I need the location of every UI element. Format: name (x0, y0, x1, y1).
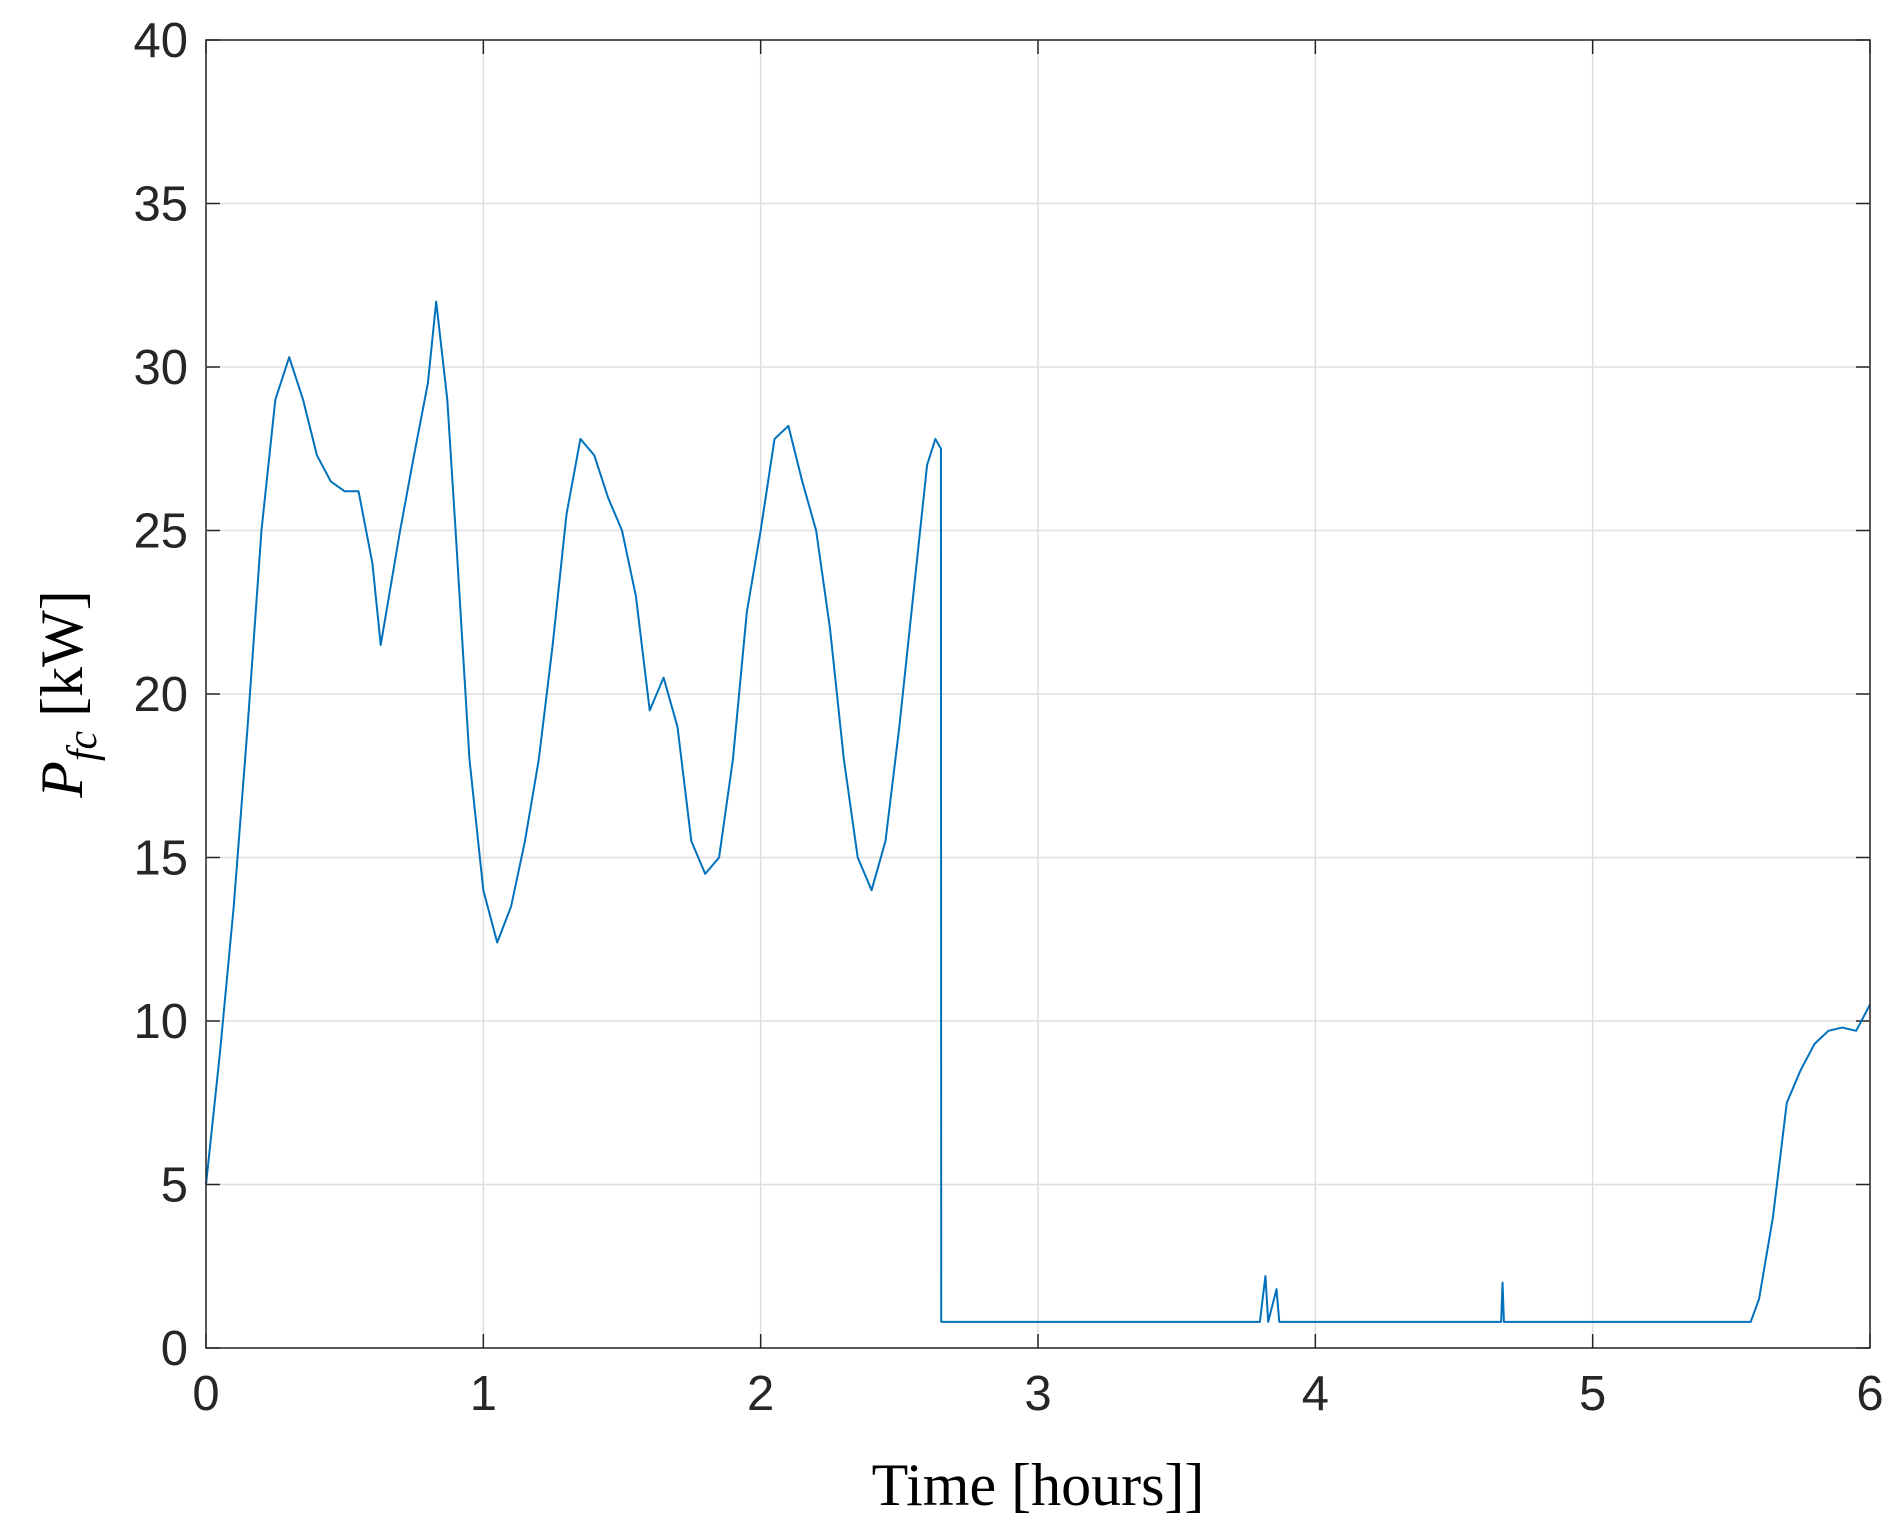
line (205, 300, 1871, 1323)
y-tick-label: 25 (133, 505, 188, 559)
y-tick-label: 20 (133, 668, 188, 722)
y-tick-label: 30 (133, 341, 188, 395)
y-tick-label: 15 (133, 832, 188, 886)
y-axis-label: Pfc [kW] (29, 590, 106, 799)
y-tick-label: 10 (133, 995, 188, 1049)
x-tick-label: 6 (1856, 1367, 1883, 1421)
x-tick-label: 0 (192, 1367, 219, 1421)
x-tick-label: 1 (470, 1367, 497, 1421)
x-tick-label: 4 (1302, 1367, 1329, 1421)
y-tick-label: 40 (133, 14, 188, 68)
y-label-symbol: P (29, 761, 95, 799)
y-tick-label: 0 (161, 1322, 188, 1376)
plot-frame (205, 39, 1871, 1349)
y-label-subscript: fc (60, 730, 106, 761)
x-tick-label: 3 (1024, 1367, 1051, 1421)
y-tick-label: 35 (133, 178, 188, 232)
x-axis-label: Time [hours]] (872, 1452, 1205, 1518)
y-label-unit: [kW] (29, 590, 95, 717)
x-tick-label: 5 (1579, 1367, 1606, 1421)
x-tick-label: 2 (747, 1367, 774, 1421)
y-tick-label: 5 (161, 1159, 188, 1213)
